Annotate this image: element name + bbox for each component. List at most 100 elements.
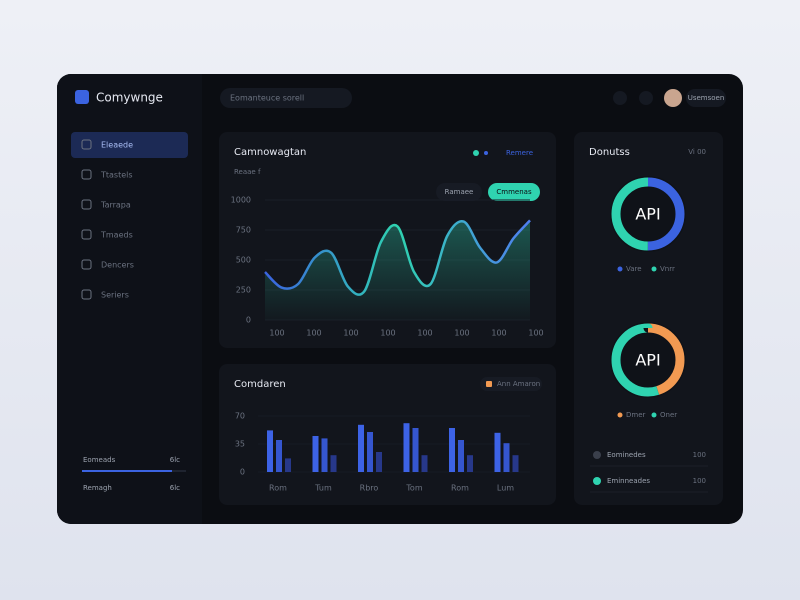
- x-tick-label: Rom: [451, 484, 469, 493]
- bar: [494, 432, 501, 472]
- x-tick-label: 100: [343, 329, 358, 338]
- nav-item[interactable]: Eleaede: [101, 141, 133, 150]
- bar: [367, 432, 373, 472]
- button-label: Ramaee: [445, 188, 474, 196]
- icon[interactable]: [639, 91, 653, 105]
- user-name: Usemsoen: [688, 94, 725, 102]
- legend-dot: [617, 412, 623, 418]
- donut-label: API: [635, 205, 660, 224]
- list-dot: [593, 477, 601, 485]
- panel-title: Donutss: [589, 147, 630, 158]
- bar: [458, 440, 464, 472]
- nav-icon: [81, 259, 92, 270]
- badge: Vi 00: [688, 148, 706, 156]
- bar: [403, 423, 410, 472]
- bar: [376, 452, 382, 472]
- x-tick-label: Lum: [497, 484, 514, 493]
- legend-dot: [617, 266, 623, 272]
- search-placeholder: Eomanteuce sorell: [230, 94, 304, 103]
- bar: [512, 455, 519, 472]
- legend-swatch: [486, 381, 492, 387]
- donut-bg: [610, 322, 686, 398]
- legend-dot: [651, 412, 657, 418]
- nav-item[interactable]: Dencers: [101, 261, 134, 270]
- bar: [467, 455, 473, 472]
- bar: [312, 436, 319, 472]
- legend-label: Vnrr: [660, 265, 675, 273]
- legend-pill: [480, 377, 542, 391]
- area: [265, 220, 530, 320]
- y-tick-label: 35: [235, 440, 245, 449]
- list-value: 100: [693, 477, 706, 485]
- x-tick-label: 100: [528, 329, 543, 338]
- nav-icon: [81, 229, 92, 240]
- footer-value: 6lc: [170, 484, 180, 492]
- y-tick-label: 70: [235, 412, 245, 421]
- line: [264, 219, 531, 296]
- button-label: Cmmenas: [496, 188, 532, 196]
- x-tick-label: 100: [380, 329, 395, 338]
- nav-item[interactable]: Tarrapa: [100, 201, 131, 210]
- donut-segment: [611, 177, 685, 251]
- icon[interactable]: [613, 91, 627, 105]
- donut-bg: [610, 176, 686, 252]
- nav-item[interactable]: Tmaeds: [100, 231, 133, 240]
- bar: [421, 455, 428, 472]
- footer-label: Eomeads: [83, 456, 116, 464]
- bar: [412, 428, 419, 472]
- list-value: 100: [693, 451, 706, 459]
- x-tick-label: 100: [417, 329, 432, 338]
- x-tick-label: 100: [491, 329, 506, 338]
- bar: [285, 458, 291, 472]
- nav-item[interactable]: Ttastels: [100, 171, 133, 180]
- panel-title: Comdaren: [234, 379, 286, 390]
- donut-label: API: [635, 351, 660, 370]
- x-tick-label: Rom: [269, 484, 287, 493]
- sidebar: [57, 74, 202, 524]
- nav-icon: [81, 139, 92, 150]
- progress: [82, 470, 172, 472]
- y-tick-label: 1000: [231, 196, 251, 205]
- y-tick-label: 0: [246, 316, 251, 325]
- button[interactable]: [436, 183, 482, 201]
- x-tick-label: Tum: [314, 484, 332, 493]
- list-dot: [593, 451, 601, 459]
- list-label: Eminneades: [607, 477, 650, 485]
- panel-title: Camnowagtan: [234, 147, 306, 158]
- legend-label: Oner: [660, 411, 677, 419]
- avatar[interactable]: [664, 89, 682, 107]
- bar: [267, 430, 273, 472]
- x-tick-label: 100: [269, 329, 284, 338]
- bar: [358, 424, 364, 472]
- bar: [503, 443, 510, 472]
- legend-dot: [651, 266, 657, 272]
- legend-dot: [473, 150, 479, 156]
- nav-icon: [81, 169, 92, 180]
- legend-label: Remere: [506, 149, 533, 157]
- legend-label: Ann Amaron: [497, 380, 540, 388]
- bar: [330, 455, 337, 472]
- bar: [321, 438, 328, 472]
- button[interactable]: [488, 183, 540, 201]
- nav-icon: [81, 289, 92, 300]
- legend-dot: [484, 151, 488, 155]
- x-tick-label: 100: [306, 329, 321, 338]
- nav-icon: [81, 199, 92, 210]
- search[interactable]: [220, 88, 352, 108]
- user-pill[interactable]: [686, 89, 726, 107]
- brand: Comywnge: [96, 91, 163, 105]
- legend-label: Vare: [626, 265, 642, 273]
- x-tick-label: Rbro: [360, 484, 379, 493]
- y-tick-label: 500: [236, 256, 251, 265]
- x-tick-label: Tom: [405, 484, 422, 493]
- y-tick-label: 250: [236, 286, 251, 295]
- logo: [75, 90, 89, 104]
- x-tick-label: 100: [454, 329, 469, 338]
- legend-label: Dmer: [626, 411, 646, 419]
- panel-subtitle: Reaae f: [234, 168, 261, 176]
- y-tick-label: 0: [240, 468, 245, 477]
- donut-segment: [611, 323, 685, 397]
- nav-item[interactable]: Seriers: [101, 291, 129, 300]
